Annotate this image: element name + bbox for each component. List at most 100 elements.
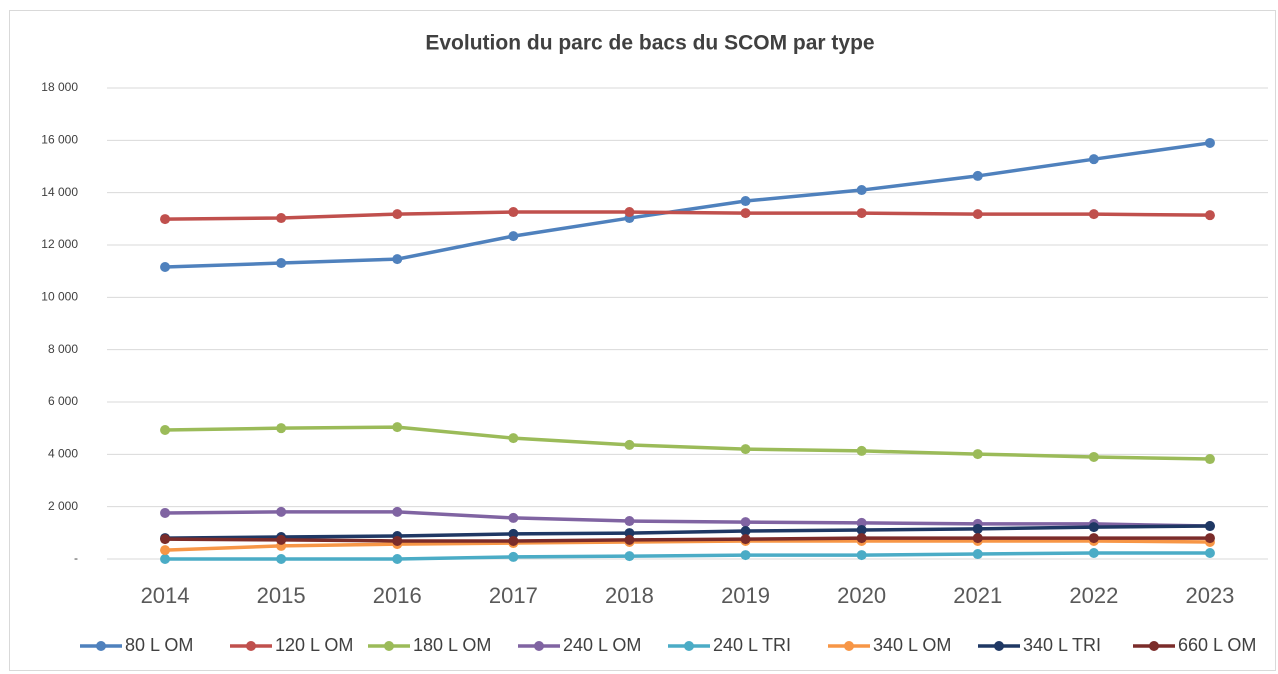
legend-label: 340 L OM: [873, 635, 951, 655]
legend-marker: [994, 641, 1004, 651]
data-point: [392, 506, 403, 517]
data-point: [160, 214, 171, 225]
data-point: [1088, 522, 1099, 533]
legend-marker: [534, 641, 544, 651]
data-point: [508, 207, 519, 218]
chart-title: Evolution du parc de bacs du SCOM par ty…: [425, 32, 874, 55]
data-point: [1204, 137, 1215, 148]
data-point: [856, 524, 867, 535]
data-point: [624, 207, 635, 218]
legend-marker: [384, 641, 394, 651]
data-point: [160, 507, 171, 518]
y-tick-label: 2 000: [48, 499, 78, 513]
series-line: [165, 524, 1210, 540]
series-line: [164, 539, 1210, 552]
series-line: [164, 141, 1211, 269]
data-point: [160, 554, 171, 564]
series-line: [165, 510, 1210, 528]
data-point: [740, 517, 751, 528]
data-point: [508, 535, 519, 546]
legend-label: 120 L OM: [275, 635, 353, 655]
data-point: [508, 231, 519, 242]
series-line: [165, 551, 1210, 561]
data-point: [1088, 154, 1099, 165]
data-point: [972, 449, 983, 460]
legend-label: 80 L OM: [125, 635, 193, 655]
data-point: [740, 196, 751, 207]
data-point: [1088, 451, 1099, 462]
data-point: [276, 534, 287, 545]
legend-label: 240 L TRI: [713, 635, 791, 655]
data-point: [392, 209, 403, 220]
data-point: [392, 535, 403, 546]
data-point: [856, 533, 867, 544]
series-line: [165, 536, 1210, 543]
data-point: [276, 258, 287, 269]
legend-marker: [96, 641, 106, 651]
y-tick-label: 16 000: [41, 133, 78, 147]
data-point: [856, 517, 867, 528]
x-tick-label: 2017: [489, 583, 538, 608]
data-point: [856, 550, 867, 561]
x-tick-label: 2019: [721, 583, 770, 608]
data-point: [856, 208, 867, 219]
data-point: [508, 512, 519, 523]
x-tick-label: 2022: [1069, 583, 1118, 608]
data-point: [276, 554, 287, 564]
x-tick-label: 2021: [953, 583, 1002, 608]
y-tick-label: 12 000: [41, 237, 78, 251]
y-tick-label: 4 000: [48, 447, 78, 461]
legend-marker: [684, 641, 694, 651]
data-point: [972, 523, 983, 534]
data-point: [1088, 547, 1099, 558]
data-point: [392, 254, 403, 265]
data-point: [972, 170, 983, 181]
x-tick-label: 2015: [257, 583, 306, 608]
data-point: [972, 549, 983, 560]
data-point: [1088, 533, 1099, 544]
y-tick-label: 18 000: [41, 80, 78, 94]
data-point: [740, 534, 751, 545]
data-point: [1204, 210, 1215, 221]
legend-label: 180 L OM: [413, 635, 491, 655]
data-point: [276, 423, 287, 434]
legend-marker: [1149, 641, 1159, 651]
data-point: [624, 439, 635, 450]
y-tick-label: 10 000: [41, 290, 78, 304]
data-point: [972, 209, 983, 220]
data-point: [624, 534, 635, 545]
data-point: [508, 433, 519, 444]
data-point: [624, 551, 635, 562]
data-point: [740, 444, 751, 455]
y-tick-label: 6 000: [48, 394, 78, 408]
data-point: [508, 528, 519, 539]
data-point: [160, 534, 171, 545]
data-point: [1204, 521, 1215, 532]
y-tick-label: -: [74, 551, 78, 565]
data-point: [508, 551, 519, 562]
legend-marker: [844, 641, 854, 651]
legend-label: 240 L OM: [563, 635, 641, 655]
legend-marker: [246, 641, 256, 651]
data-point: [740, 550, 751, 561]
data-point: [392, 422, 403, 433]
data-point: [856, 185, 867, 196]
data-point: [1204, 454, 1215, 465]
data-point: [1088, 209, 1099, 220]
y-tick-label: 14 000: [41, 185, 78, 199]
data-point: [160, 545, 171, 556]
data-point: [740, 526, 751, 537]
data-point: [392, 554, 403, 564]
data-point: [160, 424, 171, 435]
y-tick-label: 8 000: [48, 342, 78, 356]
x-tick-label: 2016: [373, 583, 422, 608]
data-point: [1204, 547, 1215, 558]
data-point: [740, 208, 751, 219]
data-point: [856, 445, 867, 456]
x-tick-label: 2020: [837, 583, 886, 608]
chart-frame: [9, 10, 1276, 671]
data-point: [160, 261, 171, 272]
series-line: [165, 210, 1210, 221]
x-tick-label: 2018: [605, 583, 654, 608]
